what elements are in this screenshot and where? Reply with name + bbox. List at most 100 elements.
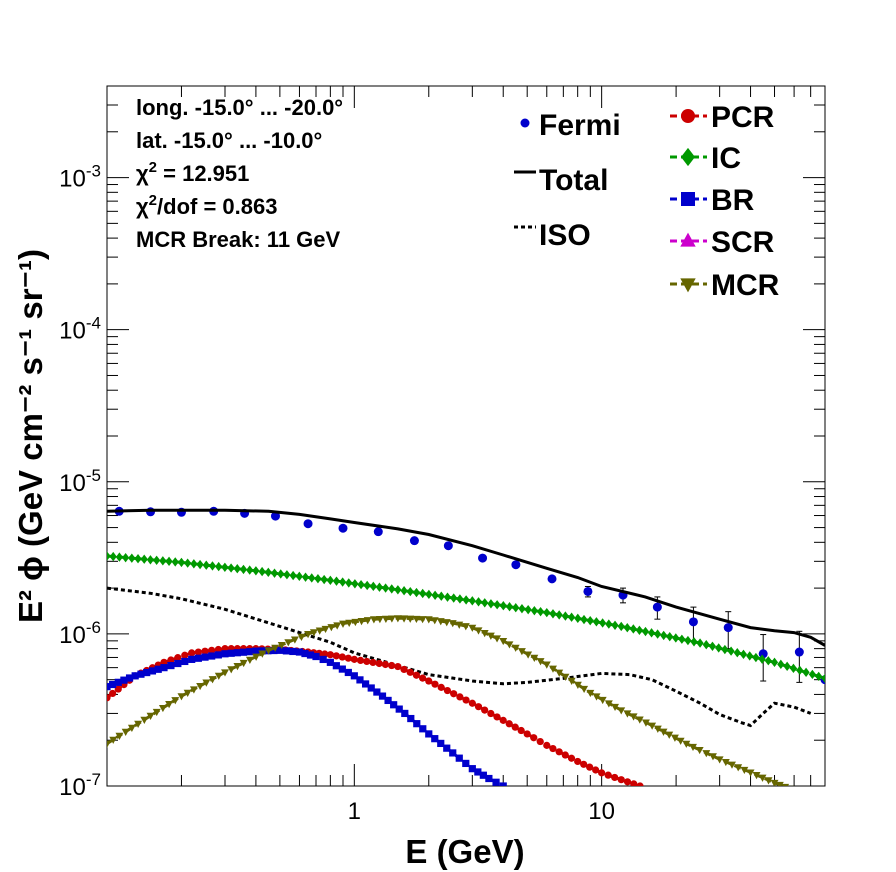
- data-point: [425, 730, 433, 738]
- data-point: [196, 682, 205, 691]
- data-point: [524, 651, 533, 659]
- data-point: [487, 599, 495, 609]
- data-point: [174, 654, 182, 662]
- data-point: [381, 583, 390, 593]
- data-point: [770, 657, 779, 668]
- data-point: [702, 750, 711, 758]
- y-tick-label: 10-6: [59, 618, 101, 649]
- data-point: [312, 652, 320, 661]
- data-point: [239, 659, 248, 668]
- data-point: [154, 665, 162, 673]
- data-point: [363, 617, 372, 625]
- data-point: [437, 739, 445, 748]
- data-point: [740, 766, 749, 775]
- data-point: [246, 648, 254, 656]
- data-point: [629, 713, 638, 721]
- data-point: [309, 629, 318, 637]
- legend-item-mcr: MCR: [670, 269, 780, 302]
- data-point: [455, 754, 463, 762]
- data-point: [165, 556, 173, 567]
- data-point: [375, 582, 384, 592]
- data-point: [339, 577, 347, 587]
- data-point: [605, 619, 613, 629]
- legend-label: IC: [711, 142, 741, 175]
- data-point: [536, 606, 545, 617]
- data-point: [319, 655, 327, 664]
- data-point: [127, 724, 136, 732]
- data-series: [107, 506, 825, 786]
- data-point: [796, 665, 804, 676]
- data-point: [680, 232, 696, 247]
- data-point: [375, 659, 383, 668]
- x-axis-label: E (GeV): [405, 833, 524, 870]
- data-point: [567, 677, 576, 685]
- data-point: [665, 731, 674, 739]
- data-point: [295, 571, 303, 582]
- data-point: [764, 777, 773, 785]
- data-point: [326, 575, 334, 586]
- data-point: [375, 616, 384, 624]
- data-point: [647, 628, 656, 638]
- data-point: [177, 557, 186, 568]
- data-point: [304, 631, 313, 639]
- data-point: [406, 615, 415, 623]
- data-point: [598, 769, 606, 777]
- data-point: [462, 696, 470, 704]
- fermi-point: [338, 523, 348, 533]
- data-point: [486, 632, 495, 640]
- legend-label: PCR: [711, 101, 775, 134]
- data-point: [400, 665, 408, 674]
- data-point: [214, 651, 222, 659]
- data-point: [107, 740, 111, 748]
- data-point: [315, 627, 324, 635]
- data-point: [611, 620, 619, 630]
- data-point: [660, 630, 668, 641]
- data-point: [680, 278, 696, 293]
- data-point: [542, 661, 551, 669]
- data-point: [306, 651, 315, 659]
- data-point: [708, 641, 717, 651]
- info-line: MCR Break: 11 GeV: [136, 227, 341, 252]
- series-mcr: [107, 615, 795, 786]
- data-point: [580, 614, 588, 625]
- data-point: [400, 586, 408, 596]
- data-point: [437, 683, 445, 691]
- data-point: [481, 706, 489, 714]
- data-point: [468, 699, 476, 707]
- data-point: [752, 772, 761, 780]
- data-point: [338, 665, 346, 673]
- data-point: [493, 713, 501, 721]
- data-point: [630, 780, 638, 786]
- legend-item-ic: IC: [670, 142, 741, 175]
- data-point: [122, 552, 130, 563]
- data-point: [758, 654, 766, 664]
- data-point: [689, 743, 697, 752]
- data-point: [746, 651, 754, 661]
- data-point: [574, 757, 582, 766]
- data-point: [635, 716, 644, 724]
- data-point: [171, 697, 180, 705]
- data-point: [524, 604, 532, 615]
- data-point: [592, 693, 601, 701]
- data-point: [289, 570, 297, 581]
- data-point: [327, 624, 336, 632]
- data-point: [143, 668, 151, 677]
- data-point: [648, 722, 657, 730]
- data-point: [598, 696, 607, 705]
- data-point: [623, 778, 632, 786]
- info-text-block: long. -15.0° ... -20.0° lat. -15.0° ... -…: [136, 95, 343, 252]
- data-point: [499, 782, 507, 786]
- data-point: [321, 625, 330, 634]
- data-point: [599, 618, 607, 628]
- data-point: [369, 658, 377, 667]
- data-point: [131, 672, 139, 680]
- fermi-point: [688, 617, 698, 627]
- data-point: [245, 656, 254, 665]
- data-point: [412, 587, 421, 598]
- series-line: [107, 508, 825, 647]
- data-point: [728, 761, 736, 769]
- data-point: [431, 680, 439, 688]
- data-point: [493, 635, 502, 643]
- data-point: [276, 646, 284, 654]
- data-point: [536, 658, 545, 666]
